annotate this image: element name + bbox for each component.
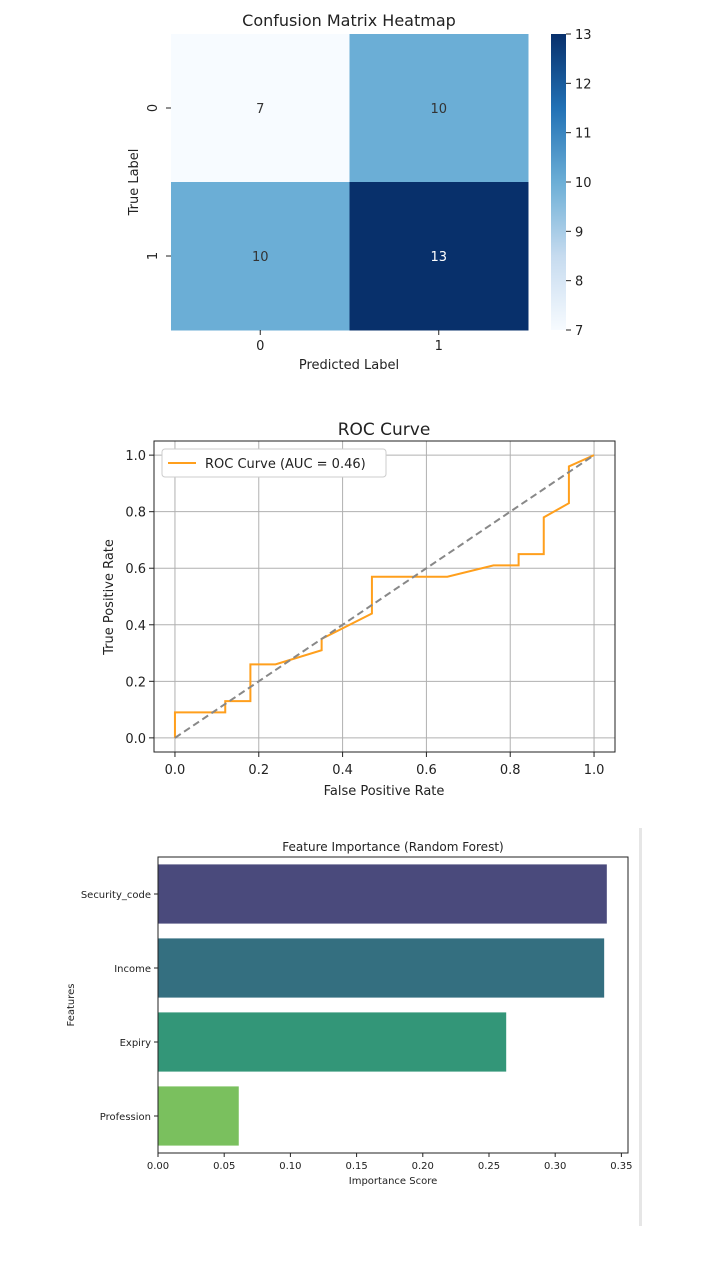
roc-ytick-label: 0.4 [125,619,146,634]
roc-legend-box [161,448,387,478]
fi-xtick-label: 0.15 [345,1161,367,1172]
heatmap-xtick-label: 0 [256,339,264,354]
fi-bars: Security_code Income Expiry Profession [81,864,607,1146]
roc-curve-chart: ROC Curve 0.0 0.2 0.4 0.6 0.8 1.0 0.0 0.2 0.4 0.6… [102,420,616,799]
roc-ytick-label: 1.0 [125,449,146,464]
fi-xtick-label: 0.10 [279,1161,301,1172]
roc-ylabel: True Positive Rate [102,539,117,656]
fi-xtick-label: 0.05 [213,1161,235,1172]
heatmap-ytick-label: 1 [146,252,161,260]
roc-curve-line [173,454,595,738]
fi-ylabel: Features [66,984,77,1027]
fi-plot-frame [157,856,629,1154]
fi-xlabel: Importance Score [349,1176,438,1187]
roc-xtick-label: 0.8 [500,763,521,778]
roc-xlabel: False Positive Rate [324,784,445,799]
fi-bar [158,1012,507,1072]
colorbar-tick-label: 9 [575,225,583,240]
heatmap-cell [349,182,529,331]
roc-legend-label: ROC Curve (AUC = 0.46) [205,457,366,472]
screenshot-edge-divider [639,828,642,1226]
roc-ytick-label: 0.0 [125,732,146,747]
heatmap-cell-value: 13 [430,250,447,265]
roc-grid [154,441,615,752]
roc-plot-frame [153,440,616,753]
roc-legend: ROC Curve (AUC = 0.46) [161,448,387,478]
heatmap-cell [349,34,529,183]
fi-xtick-label: 0.20 [412,1161,434,1172]
heatmap-xtick-label: 1 [435,339,443,354]
fi-category-label: Profession [100,1112,151,1123]
heatmap-cell-value: 10 [430,102,447,117]
heatmap-xlabel: Predicted Label [299,358,399,373]
roc-xtick-label: 1.0 [584,763,605,778]
roc-ytick-label: 0.2 [125,675,146,690]
roc-ytick-label: 0.8 [125,506,146,521]
roc-lines [173,454,595,739]
heatmap-cell [171,34,350,183]
roc-diagonal-line [174,454,595,739]
heatmap-colorbar [551,34,566,330]
fi-xtick-label: 0.00 [147,1161,169,1172]
heatmap-cell-value: 10 [252,250,269,265]
roc-xtick-label: 0.2 [248,763,269,778]
roc-xtick-label: 0.6 [416,763,437,778]
heatmap-ylabel: True Label [127,149,142,217]
roc-ytick-label: 0.6 [125,562,146,577]
colorbar-tick-label: 11 [575,127,592,142]
colorbar-tick-label: 12 [575,77,592,92]
fi-category-label: Expiry [120,1038,151,1049]
fi-xtick-label: 0.30 [544,1161,566,1172]
heatmap-axis-labels: 0 101 [146,104,443,354]
roc-title: ROC Curve [338,420,431,440]
roc-ticks: 0.0 0.2 0.4 0.6 0.8 1.0 0.0 0.2 0.4 0.6 0.8 1.0 [125,449,604,778]
colorbar-tick-label: 10 [575,176,592,191]
fi-ticks: 0.00 0.05 0.10 0.15 0.20 0.25 0.30 0.35 [147,1153,633,1172]
fi-category-label: Security_code [81,890,151,901]
colorbar-tick-label: 8 [575,275,583,290]
heatmap-cell-value: 7 [256,102,264,117]
roc-xtick-label: 0.4 [332,763,353,778]
fi-bar [158,1086,239,1146]
feature-importance-chart: Feature Importance (Random Forest) Secur… [66,840,633,1187]
colorbar-tick-label: 13 [575,28,592,43]
fi-xtick-label: 0.25 [478,1161,500,1172]
heatmap-title: Confusion Matrix Heatmap [242,11,456,30]
fi-bar [158,864,607,924]
roc-xtick-label: 0.0 [165,763,186,778]
fi-title: Feature Importance (Random Forest) [282,840,503,854]
colorbar-tick-label: 7 [575,324,583,339]
fi-bar [158,938,605,998]
heatmap-ytick-label: 0 [146,104,161,112]
heatmap-cell [171,182,350,331]
heatmap-colorbar-ticks: 7 8 9 10 11 12 13 [566,28,592,339]
fi-xtick-label: 0.35 [610,1161,632,1172]
fi-category-label: Income [114,964,151,975]
heatmap-cells: 7 10 10 13 [171,34,529,331]
